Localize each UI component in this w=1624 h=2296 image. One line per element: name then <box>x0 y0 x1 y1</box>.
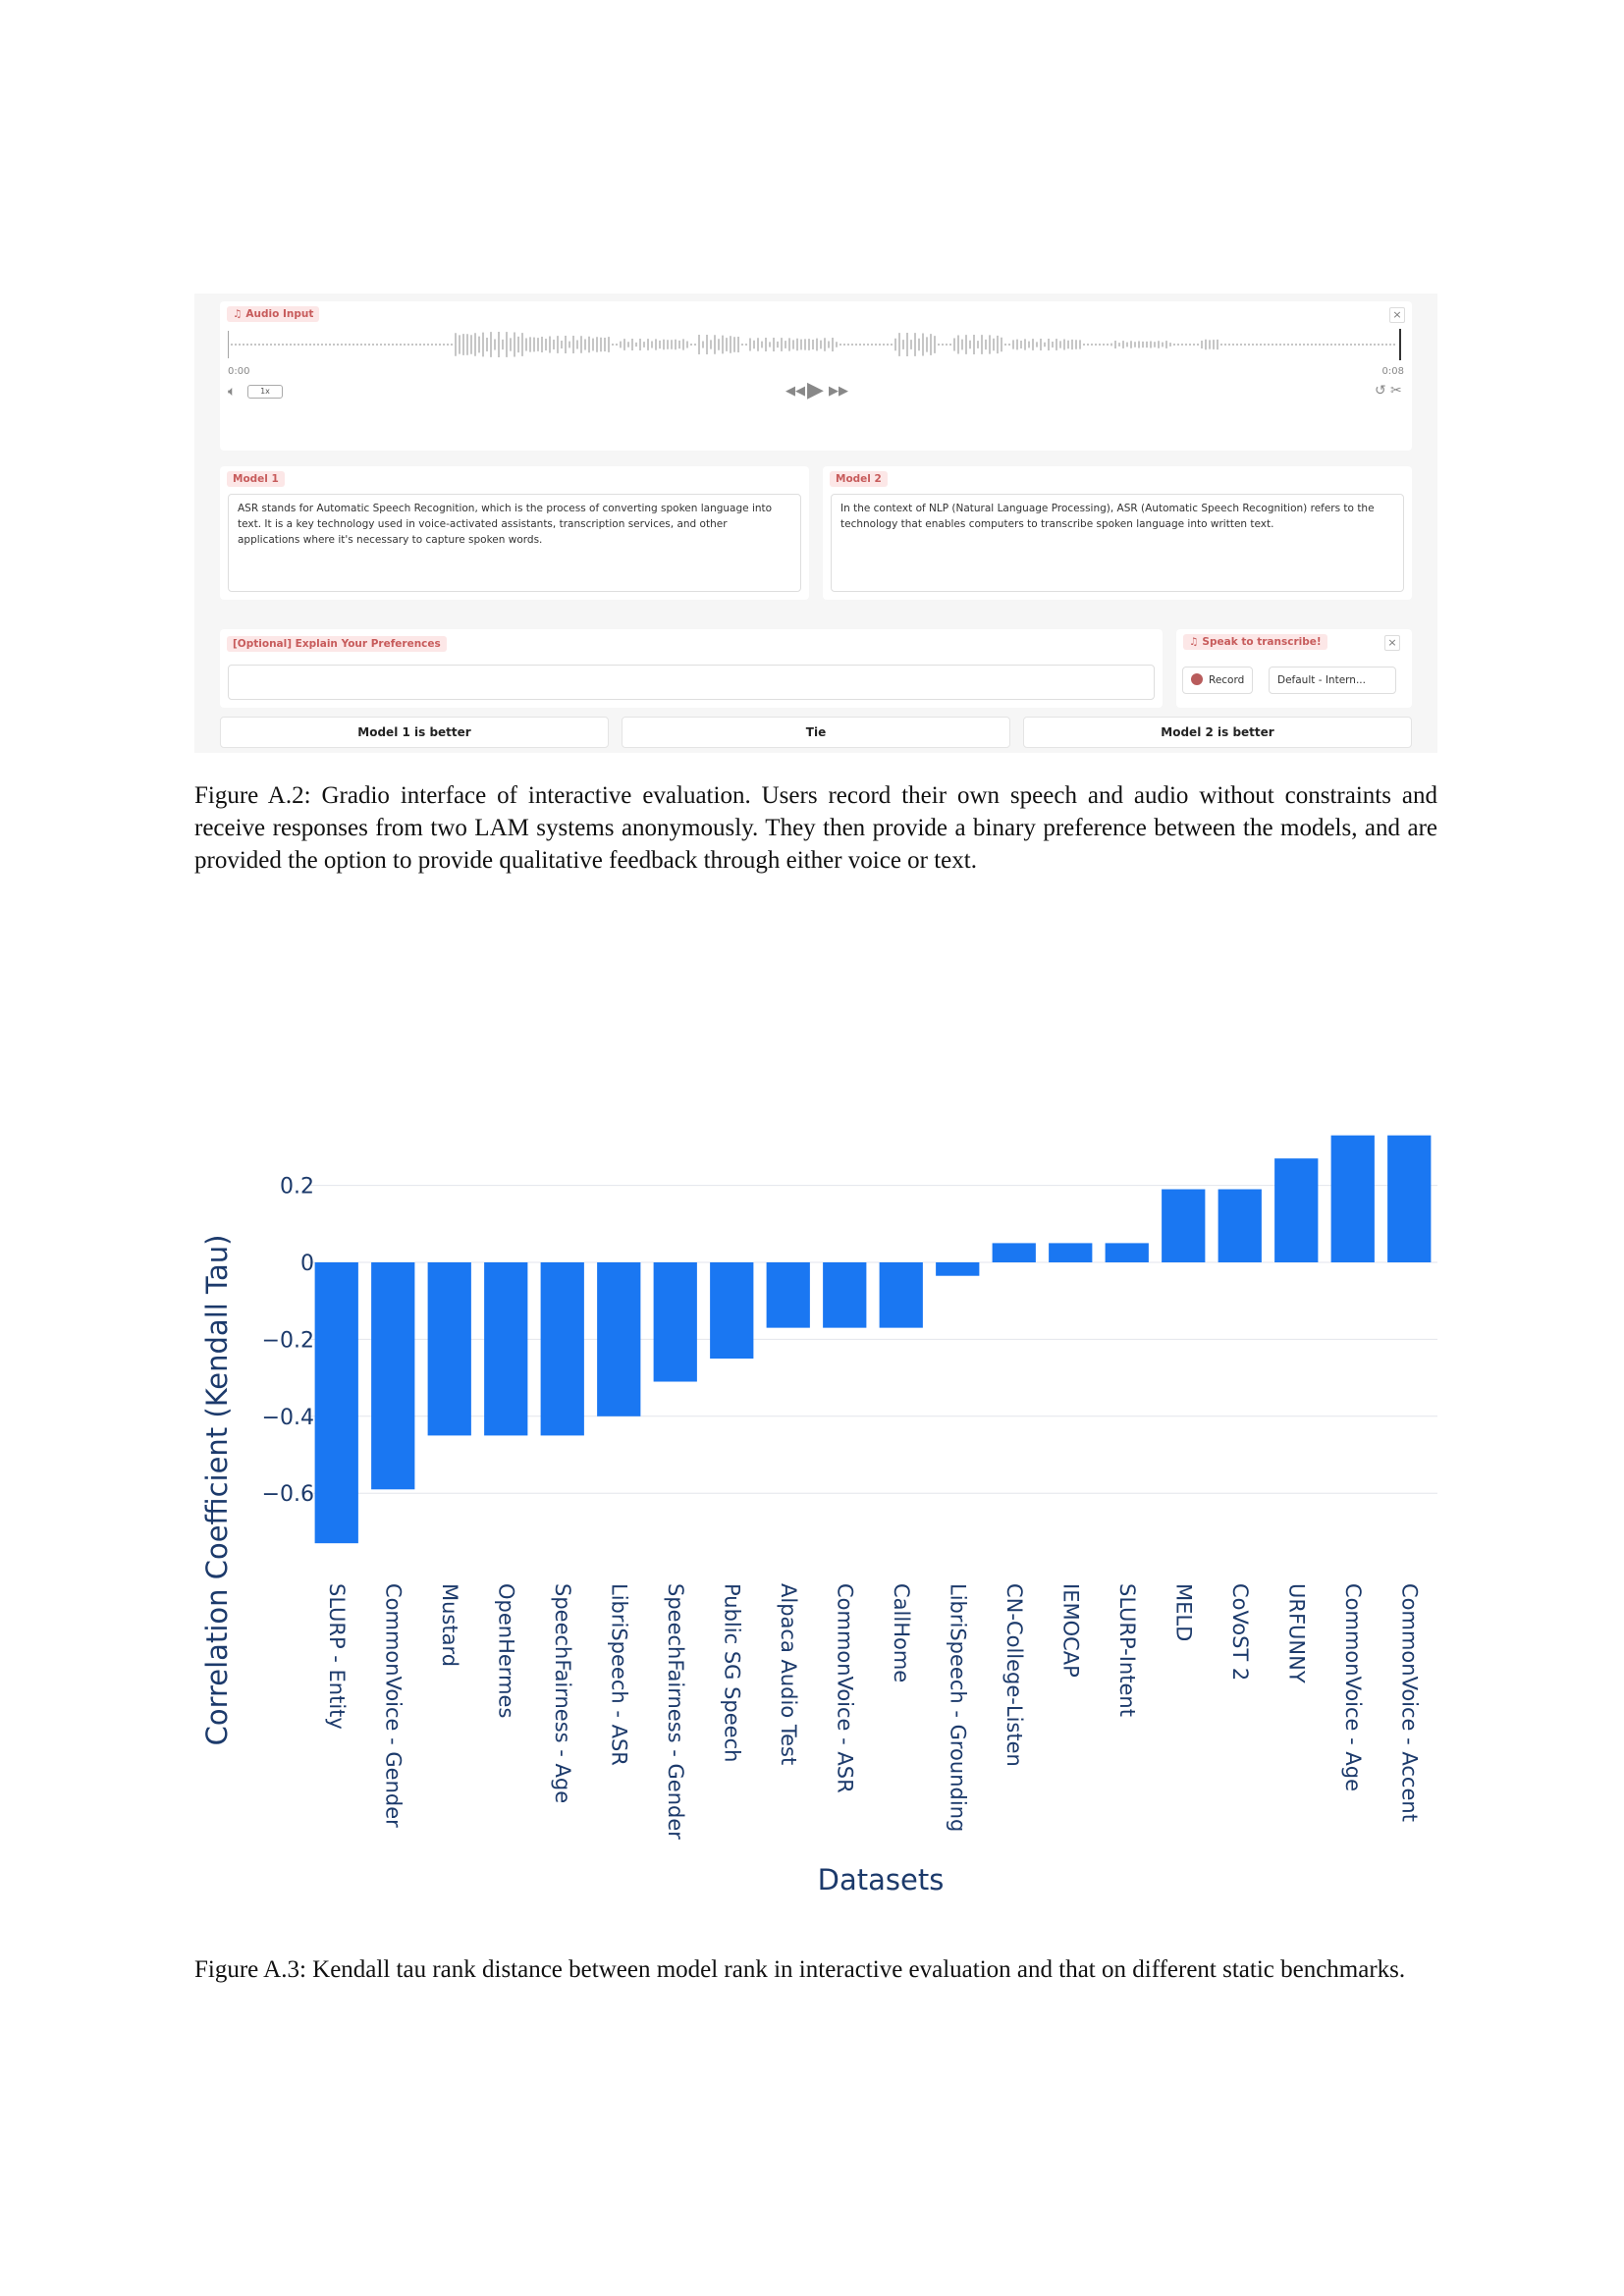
x-tick-label: CallHome <box>890 1583 913 1682</box>
bar <box>1162 1189 1206 1262</box>
gridlines <box>308 1185 1437 1494</box>
record-button[interactable]: Record <box>1182 667 1254 694</box>
audio-input-panel: ♫ Audio Input × 0:00 0:08 🔈︎ 1x ◀◀ ▶ ▶▶ ↺… <box>220 301 1412 451</box>
time-end: 0:08 <box>1381 366 1404 377</box>
x-tick-label: URFUNNY <box>1284 1583 1308 1683</box>
x-tick-label: SLURP-Intent <box>1115 1583 1139 1717</box>
y-tick-label: 0.2 <box>280 1175 314 1200</box>
x-tick-label: Alpaca Audio Test <box>777 1583 800 1765</box>
x-tick-label: CoVoST 2 <box>1228 1583 1252 1681</box>
model2-better-button[interactable]: Model 2 is better <box>1023 717 1412 748</box>
figure-a3-caption: Figure A.3: Kendall tau rank distance be… <box>194 1956 1406 1983</box>
fast-forward-icon[interactable]: ▶▶ <box>829 384 848 399</box>
gradio-interface: ♫ Audio Input × 0:00 0:08 🔈︎ 1x ◀◀ ▶ ▶▶ ↺… <box>194 294 1437 753</box>
x-tick-label: CommonVoice - ASR <box>833 1583 856 1793</box>
y-axis-label: Correlation Coefficient (Kendall Tau) <box>200 1235 234 1746</box>
bar <box>936 1262 980 1276</box>
bar <box>314 1262 358 1544</box>
x-tick-label: SpeechFairness - Gender <box>664 1583 687 1840</box>
model2-label: Model 2 <box>830 471 888 487</box>
x-tick-label: CommonVoice - Age <box>1341 1583 1365 1791</box>
bar <box>371 1262 415 1490</box>
device-select[interactable]: Default - Intern... <box>1269 667 1396 694</box>
undo-icon[interactable]: ↺ <box>1375 383 1386 399</box>
bar <box>823 1262 867 1328</box>
x-tick-label: LibriSpeech - ASR <box>607 1583 630 1766</box>
bar <box>540 1262 584 1436</box>
x-tick-label: MELD <box>1171 1583 1195 1641</box>
audio-input-label: ♫ Audio Input <box>227 306 320 322</box>
model1-label: Model 1 <box>227 471 285 487</box>
y-tick-label: −0.6 <box>262 1482 314 1507</box>
time-start: 0:00 <box>228 366 250 377</box>
y-tick-labels: 0.2 0 −0.2 −0.4 −0.6 <box>262 1175 314 1508</box>
x-tick-labels: SLURP - Entity CommonVoice - Gender Mustar… <box>325 1583 1422 1840</box>
rewind-icon[interactable]: ◀◀ <box>785 384 805 399</box>
y-tick-label: 0 <box>300 1252 314 1276</box>
close-icon[interactable]: × <box>1384 635 1400 651</box>
figure-a2-caption: Figure A.2: Gradio interface of interact… <box>194 782 1437 874</box>
y-tick-label: −0.2 <box>262 1328 314 1353</box>
x-axis-label: Datasets <box>818 1863 945 1896</box>
bar <box>766 1262 810 1328</box>
waveform[interactable] <box>228 325 1402 364</box>
music-note-icon: ♫ <box>1189 636 1199 648</box>
x-tick-label: OpenHermes <box>494 1583 517 1718</box>
x-tick-label: Mustard <box>438 1583 461 1667</box>
preferences-textbox[interactable] <box>228 665 1155 700</box>
bar <box>653 1262 697 1382</box>
x-tick-label: SpeechFairness - Age <box>551 1583 574 1803</box>
y-tick-label: −0.4 <box>262 1406 314 1430</box>
record-dot-icon <box>1191 673 1203 685</box>
x-tick-label: CN-College-Listen <box>1002 1583 1026 1767</box>
bar <box>710 1262 754 1359</box>
bar <box>879 1262 923 1328</box>
playback-speed-button[interactable]: 1x <box>247 385 283 399</box>
speak-label: ♫ Speak to transcribe! <box>1183 634 1327 650</box>
model1-response: ASR stands for Automatic Speech Recognit… <box>228 494 801 592</box>
model1-better-button[interactable]: Model 1 is better <box>220 717 609 748</box>
bar <box>484 1262 528 1436</box>
x-tick-label: SLURP - Entity <box>325 1583 349 1730</box>
volume-icon[interactable]: 🔈︎ <box>228 384 237 400</box>
bar <box>1274 1158 1319 1262</box>
scissors-icon[interactable]: ✂ <box>1390 383 1402 399</box>
x-tick-label: Public SG Speech <box>720 1583 743 1762</box>
music-note-icon: ♫ <box>233 308 243 320</box>
tie-button[interactable]: Tie <box>622 717 1010 748</box>
x-tick-label: LibriSpeech - Grounding <box>946 1583 969 1832</box>
model2-panel: Model 2 In the context of NLP (Natural L… <box>823 466 1412 600</box>
bar <box>1330 1135 1375 1262</box>
bar <box>992 1243 1036 1262</box>
speak-panel: ♫ Speak to transcribe! × Record Default -… <box>1176 629 1412 708</box>
preferences-panel: [Optional] Explain Your Preferences <box>220 629 1163 708</box>
preferences-label: [Optional] Explain Your Preferences <box>227 636 447 652</box>
kendall-tau-chart: 0.2 0 −0.2 −0.4 −0.6 SLURP - Entity CommonVoi… <box>200 1135 1437 1896</box>
close-icon[interactable]: × <box>1389 307 1405 323</box>
x-tick-label: CommonVoice - Accent <box>1397 1583 1421 1822</box>
bar <box>1387 1135 1432 1262</box>
bars <box>314 1135 1432 1544</box>
model1-panel: Model 1 ASR stands for Automatic Speech … <box>220 466 809 600</box>
bar <box>427 1262 471 1436</box>
model2-response: In the context of NLP (Natural Language … <box>831 494 1404 592</box>
bar <box>1218 1189 1262 1262</box>
bar <box>1049 1243 1093 1262</box>
bar <box>1105 1243 1149 1262</box>
bar <box>597 1262 641 1416</box>
play-icon[interactable]: ▶ <box>807 378 824 402</box>
x-tick-label: IEMOCAP <box>1058 1583 1082 1678</box>
x-tick-label: CommonVoice - Gender <box>381 1583 405 1828</box>
